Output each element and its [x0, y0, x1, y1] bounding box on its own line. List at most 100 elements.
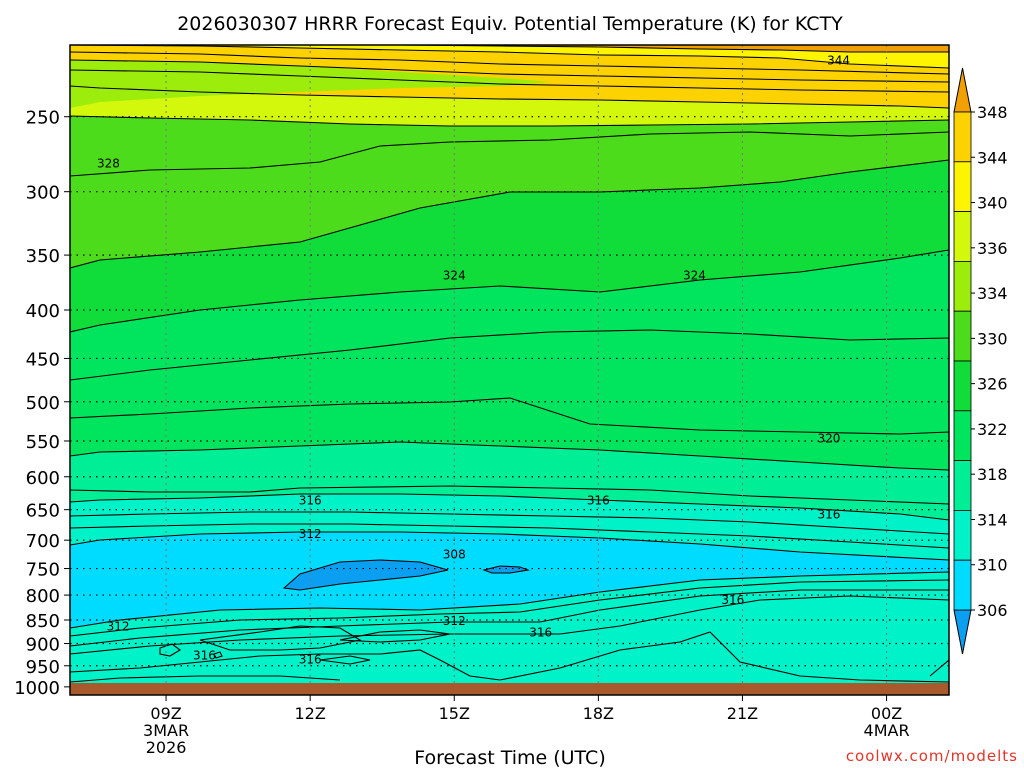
contour-line [70, 571, 949, 629]
band-340 [70, 45, 949, 68]
y-tick-label: 600 [26, 468, 60, 489]
colorbar-label: 330 [977, 329, 1008, 348]
colorbar-label: 336 [977, 239, 1008, 258]
x-tick-label: 21Z [727, 704, 758, 723]
contour-line [70, 85, 949, 109]
contour-label: 312 [299, 527, 322, 541]
y-axis: 250 300 350 400 450 500 550 600 650 700 750 800 850 9… [14, 108, 70, 699]
contour-label: 312 [443, 614, 466, 628]
contour-line [159, 643, 181, 657]
y-tick-label: 650 [26, 501, 60, 522]
contour-line [929, 659, 949, 677]
contour-label: 344 [827, 53, 850, 67]
contour-line [70, 631, 949, 683]
ground-surface [70, 683, 949, 695]
x-tick-label: 09Z [150, 704, 181, 723]
band-318 [70, 442, 949, 520]
colorbar-arrow-bottom [953, 609, 972, 655]
y-tick-label: 450 [26, 349, 60, 370]
contour-label: 316 [299, 653, 322, 667]
colorbar-swatch [953, 161, 972, 213]
band-322 [70, 250, 949, 470]
contour-line [70, 523, 949, 549]
colorbar-label: 344 [977, 148, 1008, 167]
contour-labels: 344 328 324 324 320 316 316 316 312 308 316 312 312 3… [97, 53, 850, 666]
contour-label: 308 [443, 548, 466, 562]
y-tick-label: 1000 [14, 678, 60, 699]
contour-line [70, 579, 949, 637]
y-tick-label: 750 [26, 560, 60, 581]
contour-line [399, 45, 949, 53]
contour-line [70, 329, 949, 381]
x-axis-title: Forecast Time (UTC) [414, 747, 605, 768]
contour-line [70, 595, 949, 655]
contour-label: 324 [683, 269, 706, 283]
band-306-pocket [284, 560, 448, 590]
colorbar-label: 314 [977, 510, 1008, 529]
contour-line [70, 249, 949, 333]
contour-line [70, 675, 341, 683]
contour-line [319, 655, 371, 665]
contour-lines [70, 45, 949, 683]
contour-label: 316 [193, 649, 216, 663]
colorbar-swatch [953, 211, 972, 262]
contour-label: 316 [529, 625, 552, 639]
colorbar-label: 310 [977, 556, 1008, 575]
contour-line [70, 159, 949, 269]
y-tick-label: 400 [26, 301, 60, 322]
colorbar-label: 322 [977, 420, 1008, 439]
contour-line [70, 69, 949, 93]
colorbar-swatch [953, 310, 972, 362]
colorbar-label: 334 [977, 284, 1008, 303]
contour-line [70, 45, 949, 69]
x-tick-label: 2026 [146, 738, 187, 757]
y-tick-label: 950 [26, 657, 60, 678]
colorbar-swatch [953, 460, 972, 511]
contour-label: 328 [97, 156, 120, 170]
colorbar-label: 340 [977, 194, 1008, 213]
colorbar-swatch [953, 509, 972, 561]
chart-title: 2026030307 HRRR Forecast Equiv. Potentia… [177, 13, 843, 35]
y-tick-label: 500 [26, 393, 60, 414]
colorbar-swatch [953, 111, 972, 163]
y-tick-label: 700 [26, 531, 60, 552]
y-tick-label: 550 [26, 432, 60, 453]
contour-line [339, 629, 451, 643]
watermark: coolwx.com/modelts [846, 747, 1018, 765]
band-310 [70, 532, 949, 628]
x-tick-label: 18Z [583, 704, 614, 723]
contour-label: 316 [587, 494, 610, 508]
contour-line [70, 59, 949, 83]
colorbar: 348 344 340 336 334 330 326 322 318 314 310 306 [953, 67, 1008, 655]
contour-line [282, 559, 449, 591]
band-336 [70, 86, 949, 126]
band-326 [70, 160, 949, 332]
y-tick-label: 900 [26, 635, 60, 656]
x-tick-label: 15Z [439, 704, 470, 723]
y-tick-label: 250 [26, 108, 60, 129]
contour-line [70, 115, 949, 127]
plot-area: 344 328 324 324 320 316 316 316 312 308 316 312 312 3… [70, 45, 949, 695]
x-tick-label: 4MAR [864, 721, 910, 740]
y-tick-label: 300 [26, 183, 60, 204]
contour-label: 316 [299, 494, 322, 508]
contour-label: 324 [443, 269, 466, 283]
colorbar-arrow-top [953, 67, 972, 113]
contour-label: 316 [721, 593, 744, 607]
colorbar-swatch [953, 260, 972, 312]
colorbar-swatch [953, 559, 972, 611]
y-tick-label: 850 [26, 611, 60, 632]
contour-line [70, 511, 949, 535]
x-tick-label: 12Z [294, 704, 325, 723]
colorbar-label: 318 [977, 465, 1008, 484]
y-tick-label: 800 [26, 586, 60, 607]
x-tick-label: 00Z [871, 704, 902, 723]
colorbar-swatch [953, 410, 972, 461]
contour-label: 316 [817, 508, 840, 522]
contour-line [70, 531, 949, 561]
contour-label: 320 [817, 432, 840, 446]
y-tick-label: 350 [26, 246, 60, 267]
band-348 [400, 45, 949, 52]
contour-line [70, 493, 949, 521]
